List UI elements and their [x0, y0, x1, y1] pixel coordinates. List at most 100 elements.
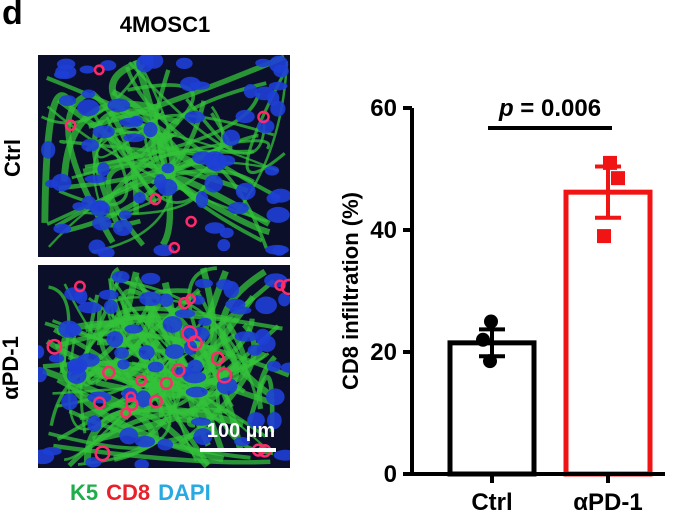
dapi-nucleus — [266, 360, 281, 372]
k5-stain — [48, 430, 159, 450]
dapi-nucleus — [184, 111, 205, 124]
cd8-cell — [210, 351, 225, 366]
x-tick-label: αPD-1 — [573, 489, 642, 516]
dapi-nucleus — [195, 191, 209, 209]
y-tick-label: 60 — [370, 95, 397, 122]
dapi-nucleus — [38, 345, 45, 359]
dapi-nucleus — [114, 347, 129, 359]
y-axis-label: CD8 infiltration (%) — [338, 192, 363, 390]
dapi-nucleus — [64, 287, 84, 301]
scale-bar-label: 100 µm — [206, 420, 276, 442]
dapi-nucleus — [193, 428, 213, 445]
cd8-cell — [93, 64, 105, 76]
dapi-nucleus — [265, 244, 289, 255]
dapi-nucleus — [133, 192, 146, 204]
dapi-nucleus — [117, 359, 130, 370]
k5-stain — [233, 61, 289, 216]
dapi-nucleus — [234, 331, 259, 342]
scale-bar — [200, 448, 276, 452]
dapi-nucleus — [273, 449, 290, 461]
k5-stain — [151, 69, 214, 172]
dapi-nucleus — [84, 174, 107, 184]
stain-k5: K5 — [70, 480, 99, 505]
cd8-cell — [257, 110, 270, 124]
cd8-cell — [159, 376, 174, 390]
cd8-cell — [102, 365, 116, 380]
data-point — [597, 229, 611, 244]
dapi-nucleus — [183, 371, 207, 384]
dapi-nucleus — [190, 417, 211, 426]
dapi-nucleus — [159, 293, 174, 307]
dapi-nucleus — [204, 222, 225, 234]
cd8-cell — [280, 278, 290, 296]
dapi-nucleus — [98, 289, 119, 300]
dapi-nucleus — [223, 280, 240, 299]
micrograph-ctrl-image — [38, 55, 290, 257]
panel-letter: d — [2, 0, 23, 32]
cd8-cell — [94, 445, 111, 462]
dapi-nucleus — [140, 55, 154, 66]
dapi-nucleus — [45, 179, 59, 188]
cd8-cell — [149, 192, 162, 206]
dapi-nucleus — [264, 165, 280, 176]
dapi-nucleus — [51, 173, 72, 192]
dapi-nucleus — [194, 278, 213, 289]
dapi-nucleus — [138, 345, 155, 360]
cd8-cell — [274, 279, 286, 291]
dapi-nucleus — [255, 296, 277, 315]
k5-stain — [219, 268, 275, 400]
dapi-nucleus — [139, 291, 162, 307]
k5-stain — [122, 408, 210, 468]
k5-stain — [78, 377, 183, 421]
dapi-nucleus — [85, 457, 102, 468]
dapi-nucleus — [134, 435, 156, 448]
dapi-nucleus — [55, 64, 77, 79]
dapi-nucleus — [266, 388, 285, 406]
dapi-nucleus — [112, 219, 133, 236]
dapi-nucleus — [111, 270, 130, 283]
k5-stain — [63, 306, 215, 462]
p-value-label: p = 0.006 — [498, 95, 601, 122]
dapi-nucleus — [141, 272, 161, 285]
dapi-nucleus — [87, 415, 102, 433]
dapi-nucleus — [42, 447, 62, 456]
dapi-nucleus — [161, 163, 175, 174]
cd8-cell — [125, 397, 139, 411]
dapi-nucleus — [77, 353, 100, 367]
cd8-cell — [64, 119, 77, 132]
dapi-nucleus — [204, 174, 223, 193]
dapi-nucleus — [165, 344, 185, 359]
dapi-nucleus — [92, 215, 112, 231]
dapi-nucleus — [198, 317, 212, 327]
dapi-nucleus — [268, 81, 288, 91]
dapi-nucleus — [64, 323, 82, 337]
dapi-nucleus — [123, 133, 146, 143]
dapi-nucleus — [143, 121, 158, 138]
dapi-nucleus — [217, 239, 231, 252]
k5-stain — [91, 108, 181, 233]
cd8-infiltration-chart: 0 20 40 60 CD8 infiltration (%) Ctrl αPD-1 p = … — [338, 95, 665, 516]
cd8-cell — [135, 374, 148, 387]
dapi-nucleus — [269, 55, 289, 73]
dapi-nucleus — [129, 115, 144, 127]
data-point — [483, 354, 497, 369]
dapi-nucleus — [106, 331, 124, 348]
dapi-nucleus — [280, 362, 290, 373]
dapi-nucleus — [192, 151, 214, 165]
cd8-cell — [168, 241, 181, 254]
k5-stain — [48, 285, 71, 374]
dapi-nucleus — [266, 412, 282, 430]
k5-stain — [247, 374, 275, 432]
k5-stain — [51, 319, 153, 367]
dapi-nucleus — [81, 89, 96, 99]
cd8-cell — [185, 215, 197, 228]
stain-cd8: CD8 — [106, 480, 151, 505]
dapi-nucleus — [77, 301, 102, 314]
dapi-nucleus — [235, 109, 255, 124]
k5-stain — [48, 161, 279, 248]
row-label-ctrl: Ctrl — [0, 139, 25, 177]
y-tick-label: 40 — [370, 217, 397, 244]
dapi-nucleus — [38, 366, 47, 383]
dapi-nucleus — [247, 412, 265, 429]
cd8-cell — [46, 338, 63, 355]
